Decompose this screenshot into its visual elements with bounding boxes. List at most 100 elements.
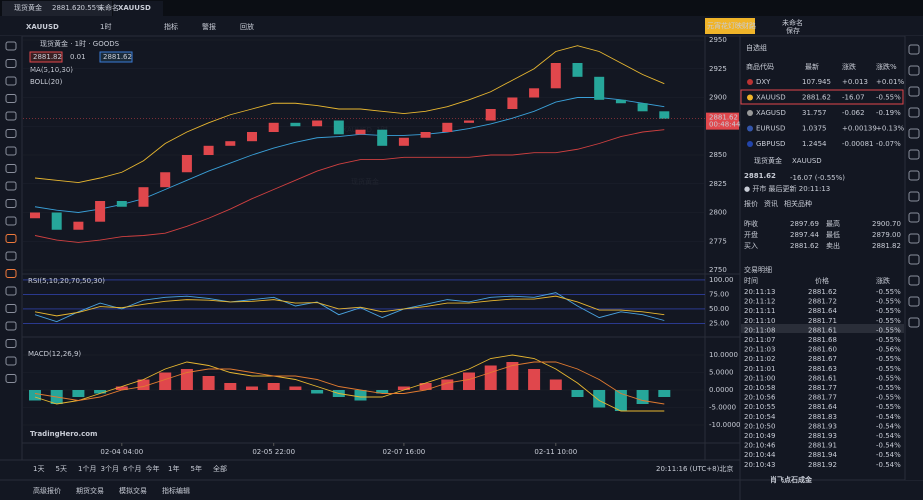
tab-change: -0.55% xyxy=(78,4,103,12)
detail-tab[interactable]: 资讯 xyxy=(764,199,778,208)
tool-icon[interactable] xyxy=(5,286,17,296)
banner[interactable] xyxy=(705,18,755,34)
period[interactable]: 5天 xyxy=(56,465,67,473)
candle xyxy=(529,88,540,98)
candle xyxy=(268,122,279,132)
side-icon[interactable] xyxy=(908,86,920,97)
side-icon[interactable] xyxy=(908,149,920,160)
tool-icon[interactable] xyxy=(5,216,17,226)
trade-cell: -0.55% xyxy=(876,384,901,392)
side-icon[interactable] xyxy=(908,275,920,286)
period[interactable]: 全部 xyxy=(213,464,227,473)
tool-icon[interactable] xyxy=(5,164,17,173)
y-tick-label: 2925 xyxy=(709,65,727,73)
tool-icon[interactable] xyxy=(5,251,17,261)
column-header: 涨跌 xyxy=(876,276,890,285)
watch-cell: -0.07% xyxy=(876,140,901,148)
period[interactable]: 6个月 xyxy=(123,465,141,473)
period[interactable]: 1年 xyxy=(168,464,179,473)
side-icon[interactable] xyxy=(908,128,920,139)
side-icon[interactable] xyxy=(908,107,920,118)
quote-cell: 2897.69 xyxy=(790,220,819,228)
watch-cell[interactable]: GBPUSD xyxy=(756,140,785,148)
toolbar-button[interactable]: 回放 xyxy=(240,22,254,31)
watermark: 现货黄金 xyxy=(351,177,379,186)
tab[interactable] xyxy=(2,1,112,16)
watch-cell[interactable]: EURUSD xyxy=(756,125,785,133)
pane-title: RSI(5,10,20,70,50,30) xyxy=(28,277,105,285)
trade-cell: 20:11:10 xyxy=(744,317,775,325)
y-tick-label: 5.0000 xyxy=(709,369,734,377)
period[interactable]: 1天 xyxy=(33,465,44,473)
side-icon[interactable] xyxy=(908,170,920,181)
side-icon[interactable] xyxy=(908,296,920,307)
watch-cell: 31.757 xyxy=(802,109,827,117)
tool-icon[interactable] xyxy=(5,181,17,191)
candle xyxy=(355,129,366,135)
trade-cell: 2881.61 xyxy=(808,326,837,334)
y-tick-label: 2750 xyxy=(709,266,727,274)
tool-icon[interactable] xyxy=(5,94,17,103)
last-price-box xyxy=(706,112,739,130)
indicator-line xyxy=(34,129,665,243)
side-icon[interactable] xyxy=(908,44,920,55)
side-icon[interactable] xyxy=(908,254,920,265)
save[interactable]: 保存 xyxy=(786,26,800,35)
side-icon[interactable] xyxy=(908,191,920,202)
candle xyxy=(116,201,127,207)
candle xyxy=(181,155,192,173)
trade-cell: 20:10:49 xyxy=(744,432,775,440)
period[interactable]: 5年 xyxy=(191,464,202,473)
interval[interactable]: 1时 xyxy=(100,22,111,31)
detail-change: -16.07 (-0.55%) xyxy=(790,174,845,182)
tab[interactable] xyxy=(113,1,163,16)
trade-cell: 20:10:54 xyxy=(744,413,776,421)
period[interactable]: 1个月 xyxy=(78,465,96,473)
toolbar-button[interactable]: 指标 xyxy=(164,22,178,31)
tool-icon[interactable] xyxy=(5,304,17,313)
watch-cell[interactable]: XAUUSD xyxy=(756,94,786,102)
detail-tab[interactable]: 报价 xyxy=(744,199,758,208)
trade-cell: 20:10:50 xyxy=(744,422,775,430)
histogram-bar xyxy=(506,362,519,390)
trade-cell: 20:11:07 xyxy=(744,336,775,344)
tool-icon[interactable] xyxy=(5,356,17,366)
period[interactable]: 今年 xyxy=(146,464,160,473)
tool-icon[interactable] xyxy=(5,339,17,348)
tool-icon[interactable] xyxy=(5,374,17,383)
row-highlight xyxy=(740,89,904,105)
ma-label: MA(5,10,30) xyxy=(30,66,73,74)
side-icon[interactable] xyxy=(908,233,920,244)
tool-icon[interactable] xyxy=(5,76,17,86)
detail-tab[interactable]: 相关品种 xyxy=(784,199,812,208)
bottom-tab[interactable]: 高级报价 xyxy=(33,486,61,495)
side-icon[interactable] xyxy=(908,317,920,328)
tool-icon[interactable] xyxy=(5,269,17,278)
tool-icon[interactable] xyxy=(5,41,17,51)
watch-cell[interactable]: XAGUSD xyxy=(756,109,786,117)
tool-icon[interactable] xyxy=(5,234,17,243)
x-tick-label: 02-04 04:00 xyxy=(100,448,143,456)
bottom-tab[interactable]: 模拟交易 xyxy=(119,486,147,495)
tool-icon[interactable] xyxy=(5,129,17,138)
banner-text: 元宵花灯映财路 xyxy=(707,21,756,30)
watch-cell: +0.13% xyxy=(876,125,904,133)
tool-icon[interactable] xyxy=(5,59,17,68)
tool-icon[interactable] xyxy=(5,146,17,156)
trade-cell: -0.54% xyxy=(876,451,901,459)
tool-icon[interactable] xyxy=(5,199,17,208)
bottom-tab[interactable]: 期货交易 xyxy=(76,486,104,495)
period[interactable]: 3个月 xyxy=(101,465,119,473)
histogram-bar xyxy=(376,390,389,394)
bottom-tab[interactable]: 指标编辑 xyxy=(162,486,190,495)
tool-icon[interactable] xyxy=(5,111,17,121)
side-icon[interactable] xyxy=(908,212,920,223)
tool-icon[interactable] xyxy=(5,321,17,331)
watch-cell[interactable]: DXY xyxy=(756,78,771,86)
side-icon[interactable] xyxy=(908,65,920,76)
candle xyxy=(594,76,605,100)
toolbar-button[interactable]: 警报 xyxy=(202,22,216,31)
histogram-bar xyxy=(593,390,606,408)
trade-cell: -0.55% xyxy=(876,355,901,363)
brand: TradingHero.com xyxy=(30,430,97,438)
